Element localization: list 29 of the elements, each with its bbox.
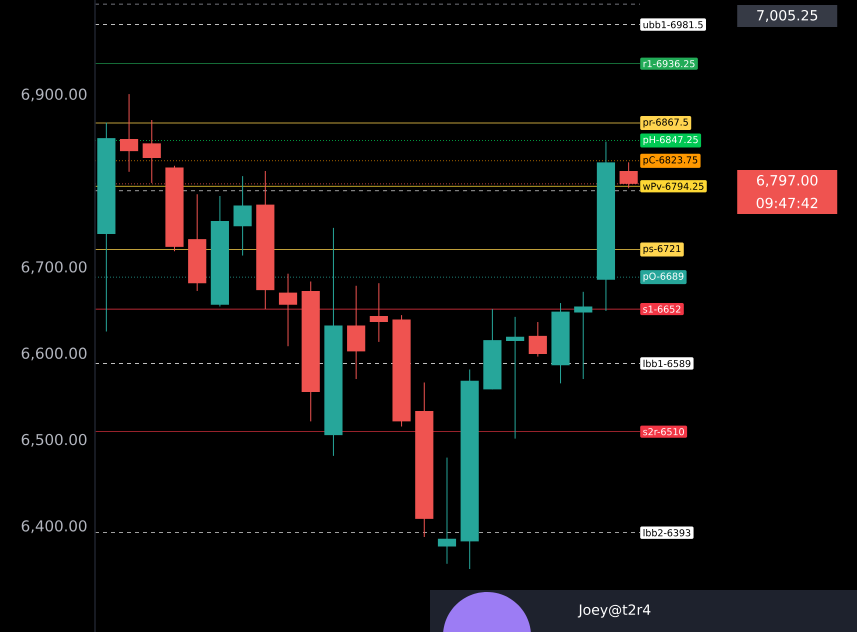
candlestick (234, 176, 252, 256)
candlestick (120, 94, 138, 172)
candlestick (438, 457, 456, 564)
y-tick-label: 6,900.00 (22, 88, 86, 102)
ref-line-label: pO-6689 (644, 272, 684, 282)
candlestick (370, 282, 388, 342)
y-tick-label: 6,500.00 (22, 434, 86, 447)
ref-line-label: pH-6847.25 (644, 136, 698, 146)
ref-line-label: lbb2-6393 (644, 529, 690, 536)
candlestick (278, 273, 298, 347)
ref-line-label: pC-6823.75 (644, 156, 698, 166)
ref-line-label: lbb1-6589 (644, 360, 690, 368)
candlestick (506, 316, 524, 440)
y-tick-label: 6,600.00 (22, 348, 86, 360)
y-tick-label: 6,700.00 (22, 261, 86, 274)
ref-line-label: s2r-6510 (643, 428, 684, 436)
candlestick (528, 322, 547, 358)
text: 09:47:42 (756, 198, 818, 208)
ref-line-label: ubb1-6981.5 (644, 20, 703, 28)
annotation: Joey@t2r4 (578, 604, 650, 618)
y-tick-label: 6,400.00 (22, 520, 86, 534)
ref-line-label: pr-6867.5 (644, 118, 688, 128)
ref-line-label: ps-6721 (644, 245, 680, 254)
text: 6,797.00 (757, 174, 818, 187)
ref-line-label: wPv-6794.25 (643, 182, 704, 190)
text: 7,005.25 (757, 10, 818, 22)
candlestick (574, 291, 592, 380)
ref-line-label: r1-6936.25 (644, 60, 695, 68)
ref-line-label: s1-6652 (643, 306, 680, 313)
